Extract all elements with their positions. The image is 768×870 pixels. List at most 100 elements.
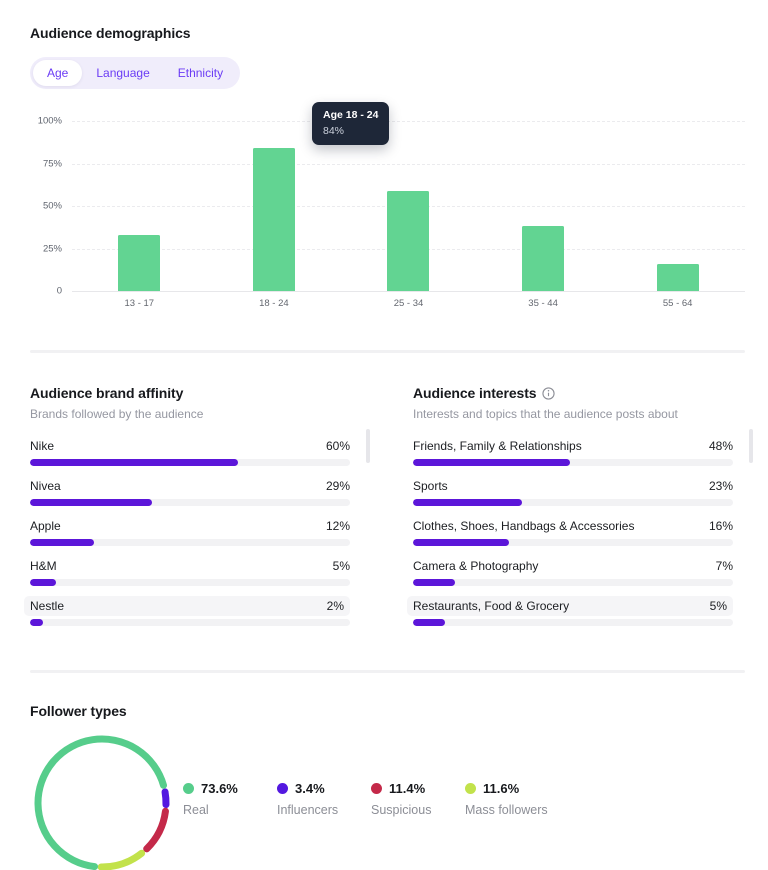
interests-section: Audience interests Interests and topics … (407, 385, 753, 636)
brand-list-scrollbar[interactable] (366, 429, 370, 463)
brand-affinity-section: Audience brand affinity Brands followed … (24, 385, 370, 636)
list-item-value: 16% (708, 519, 733, 533)
legend-item-influencers: 3.4% Influencers (277, 781, 371, 817)
x-tick-label: 25 - 34 (393, 298, 424, 309)
bar-18-24[interactable] (252, 148, 295, 291)
list-item-line: Nivea 29% (30, 476, 350, 496)
interests-list-scrollbar[interactable] (749, 429, 753, 463)
bar-25-34[interactable] (387, 190, 430, 291)
progress-track (30, 459, 350, 466)
list-item: Nivea 29% (30, 476, 370, 516)
bar-13-17[interactable] (118, 234, 161, 291)
list-item-value: 23% (708, 479, 733, 493)
list-item-line: Restaurants, Food & Grocery 5% (407, 596, 733, 616)
donut-segment-real[interactable] (34, 735, 168, 870)
list-item: Camera & Photography 7% (413, 556, 753, 596)
list-item-label: Restaurants, Food & Grocery (413, 599, 570, 613)
list-item: Nestle 2% (24, 596, 370, 636)
list-item-line: Nestle 2% (24, 596, 350, 616)
legend-dot (277, 783, 288, 794)
list-item: Apple 12% (30, 516, 370, 556)
donut-segment-mass-followers[interactable] (97, 849, 146, 870)
progress-fill (413, 499, 522, 506)
legend-percentage: 3.4% (295, 781, 325, 796)
section-divider (30, 350, 745, 353)
donut-segment-influencers[interactable] (161, 788, 170, 809)
demographics-title: Audience demographics (30, 25, 191, 41)
progress-track (413, 459, 733, 466)
list-item-line: Clothes, Shoes, Handbags & Accessories 16… (413, 516, 733, 536)
gridline (72, 121, 745, 122)
info-icon[interactable] (542, 386, 556, 400)
legend-label: Real (183, 803, 209, 817)
progress-fill (30, 539, 94, 546)
follower-types-legend: 73.6% Real 3.4% Influencers 11.4% Suspicious 1… (183, 781, 559, 817)
y-tick-label: 50% (42, 200, 62, 212)
list-item: H&M 5% (30, 556, 370, 596)
list-item: Nike 60% (30, 436, 370, 476)
x-tick-label: 35 - 44 (528, 298, 558, 309)
progress-track (413, 579, 733, 586)
progress-fill (413, 619, 445, 626)
legend-label: Mass followers (465, 803, 548, 817)
tab-age[interactable]: Age (33, 60, 83, 86)
chart-bars (72, 121, 745, 291)
list-item: Clothes, Shoes, Handbags & Accessories 16… (413, 516, 753, 556)
bar-35-44[interactable] (522, 226, 565, 291)
bar-column (610, 121, 745, 291)
list-item-value: 2% (326, 599, 344, 613)
list-item-label: Nestle (30, 599, 65, 613)
interests-list: Friends, Family & Relationships 48% Sports… (407, 436, 753, 636)
list-item-line: H&M 5% (30, 556, 350, 576)
legend-percentage: 11.6% (483, 781, 520, 796)
list-item-label: Nivea (30, 479, 61, 493)
brand-affinity-list: Nike 60% Nivea 29% Apple 12% H&M 5% Nestle 2% (24, 436, 370, 636)
legend-percentage: 73.6% (201, 781, 238, 796)
legend-dot (371, 783, 382, 794)
list-item-value: 7% (715, 559, 733, 573)
follower-types-donut-chart (34, 735, 170, 870)
list-item-label: H&M (30, 559, 57, 573)
donut-segment-suspicious[interactable] (143, 807, 169, 853)
list-item-line: Friends, Family & Relationships 48% (413, 436, 733, 456)
legend-label: Suspicious (371, 803, 432, 817)
tab-ethnicity[interactable]: Ethnicity (177, 66, 224, 80)
list-item-value: 60% (325, 439, 350, 453)
demographics-tabs: Age Language Ethnicity (30, 57, 241, 89)
bar-column (341, 121, 476, 291)
list-item-label: Friends, Family & Relationships (413, 439, 582, 453)
legend-item-real: 73.6% Real (183, 781, 277, 817)
list-item-line: Nike 60% (30, 436, 350, 456)
tab-language[interactable]: Language (96, 66, 150, 80)
gridline (72, 163, 745, 165)
brand-affinity-subtitle: Brands followed by the audience (30, 407, 204, 421)
bar-column (72, 121, 207, 291)
list-item-label: Clothes, Shoes, Handbags & Accessories (413, 519, 635, 533)
age-bar-chart: 100% 75% 50% 25% 0 Age 18 - 24 84% (38, 102, 745, 297)
y-tick-label: 100% (37, 115, 62, 127)
progress-fill (30, 579, 56, 586)
legend-item-top: 11.4% (371, 781, 465, 796)
list-item: Sports 23% (413, 476, 753, 516)
y-tick-label: 75% (42, 158, 62, 169)
tooltip-title: Age 18 - 24 (323, 109, 379, 121)
list-item-line: Apple 12% (30, 516, 350, 536)
chart-tooltip: Age 18 - 24 84% (312, 102, 390, 145)
gridline (72, 291, 745, 292)
list-item-label: Sports (413, 479, 448, 493)
follower-types-title: Follower types (30, 703, 127, 719)
bar-55-64[interactable] (656, 263, 699, 291)
x-tick-label: 18 - 24 (259, 298, 289, 309)
x-tick-label: 55 - 64 (662, 298, 693, 309)
legend-item-suspicious: 11.4% Suspicious (371, 781, 465, 817)
y-tick-label: 25% (42, 243, 62, 254)
progress-track (30, 499, 350, 506)
bar-column (476, 121, 611, 291)
progress-fill (30, 619, 43, 626)
y-tick-label: 0 (56, 285, 62, 297)
interests-title: Audience interests (413, 385, 537, 401)
legend-item-top: 73.6% (183, 781, 277, 796)
chart-x-axis: 13 - 17 18 - 24 25 - 34 35 - 44 55 - 64 (72, 291, 745, 309)
progress-track (30, 619, 350, 626)
